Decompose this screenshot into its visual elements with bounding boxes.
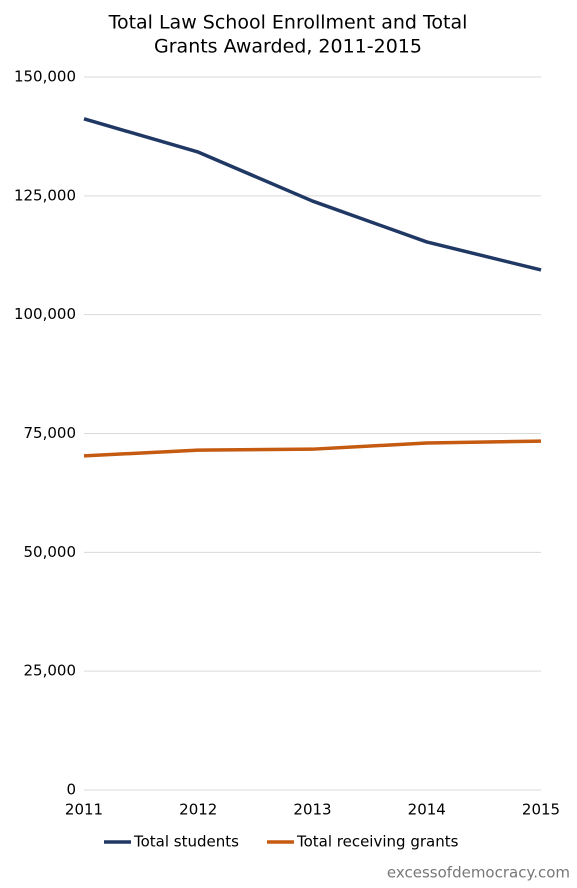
y-tick-label: 150,000	[14, 68, 76, 86]
x-tick-label: 2013	[293, 801, 331, 819]
legend-label: Total students	[133, 833, 239, 851]
y-tick-label: 75,000	[24, 424, 77, 442]
y-tick-label: 50,000	[24, 543, 77, 561]
y-tick-label: 100,000	[14, 305, 76, 323]
chart-title: Total Law School Enrollment and Total	[108, 12, 468, 34]
y-tick-label: 0	[66, 781, 76, 799]
series-line	[83, 439, 542, 458]
x-tick-label: 2012	[179, 801, 217, 819]
x-tick-label: 2011	[65, 801, 103, 819]
y-tick-label: 25,000	[24, 662, 77, 680]
source: excessofdemocracy.com	[387, 864, 570, 882]
x-tick-label: 2014	[408, 801, 446, 819]
series-line	[83, 117, 542, 272]
x-tick-label: 2015	[522, 801, 560, 819]
chart-title: Grants Awarded, 2011-2015	[154, 36, 422, 58]
legend-label: Total receiving grants	[296, 833, 459, 851]
y-tick-label: 125,000	[14, 186, 76, 204]
